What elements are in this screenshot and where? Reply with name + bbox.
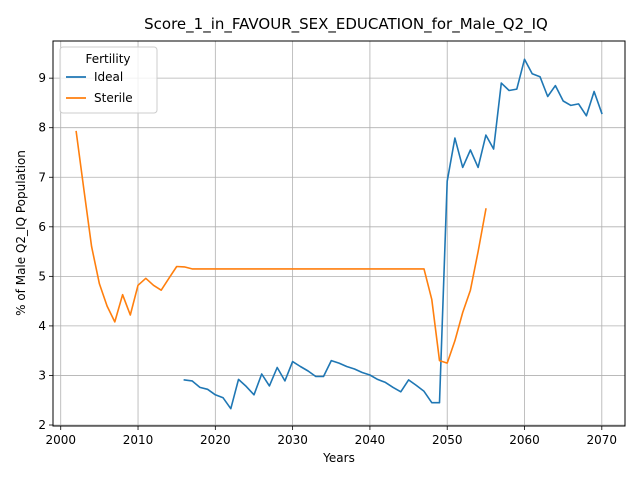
legend-label-sterile: Sterile	[94, 91, 133, 105]
y-tick-label: 2	[38, 418, 46, 432]
y-tick-label: 5	[38, 269, 46, 283]
series-line-ideal	[183, 58, 603, 410]
series-line-sterile	[75, 130, 487, 364]
grid-lines	[53, 41, 625, 426]
plot-frame	[52, 40, 626, 427]
x-axis-label: Years	[322, 451, 355, 465]
y-tick-label: 8	[38, 121, 46, 135]
x-tick-label: 2040	[355, 433, 386, 447]
x-tick-label: 2060	[509, 433, 540, 447]
y-tick-label: 7	[38, 170, 46, 184]
x-tick-label: 2050	[432, 433, 463, 447]
x-tick-label: 2010	[123, 433, 154, 447]
x-tick-label: 2000	[45, 433, 76, 447]
legend-label-ideal: Ideal	[94, 70, 123, 84]
legend-title: Fertility	[85, 52, 130, 66]
y-axis-ticks: 2 3 4 5 6 7 8 9	[38, 71, 53, 432]
x-tick-label: 2070	[587, 433, 618, 447]
y-tick-label: 9	[38, 71, 46, 85]
series-lines	[75, 58, 603, 410]
y-tick-label: 3	[38, 368, 46, 382]
y-tick-label: 4	[38, 319, 46, 333]
x-tick-label: 2030	[277, 433, 308, 447]
y-axis-label: % of Male Q2_IQ Population	[14, 150, 28, 316]
chart-title: Score_1_in_FAVOUR_SEX_EDUCATION_for_Male…	[144, 15, 548, 34]
legend-box	[59, 46, 158, 114]
y-tick-label: 6	[38, 220, 46, 234]
legend: Fertility Ideal Sterile	[59, 46, 158, 114]
x-axis-ticks: 2000 2010 2020 2030 2040 2050 2060 2070	[45, 426, 617, 447]
x-tick-label: 2020	[200, 433, 231, 447]
